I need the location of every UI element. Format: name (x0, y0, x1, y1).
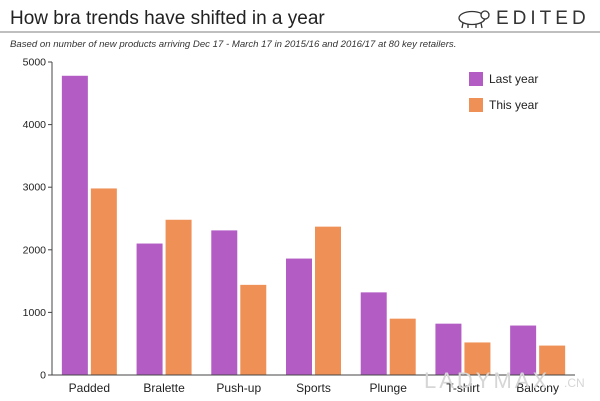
bar-this-year (464, 342, 491, 375)
watermark-text: LADYMAX (424, 368, 550, 393)
bar-this-year (90, 188, 117, 375)
bar-this-year (315, 226, 341, 375)
bar-group (435, 323, 491, 375)
bars (61, 75, 566, 375)
bar-group (286, 226, 341, 375)
bar-last-year (435, 323, 462, 375)
watermark: LADYMAX .CN (424, 368, 585, 393)
bar-group (136, 219, 192, 375)
y-tick-label: 4000 (23, 119, 47, 131)
y-axis: 0 1000 2000 3000 4000 5000 (23, 57, 53, 382)
chart-title: How bra trends have shifted in a year (10, 8, 325, 29)
legend-item: This year (469, 98, 538, 112)
brand-logo: EDITED (458, 8, 590, 29)
bar-this-year (165, 219, 192, 375)
y-tick-label: 5000 (23, 57, 47, 69)
bar-last-year (136, 243, 163, 375)
bar-group (360, 292, 416, 375)
chart-subtitle: Based on number of new products arriving… (10, 39, 456, 50)
bar-last-year (211, 230, 238, 375)
x-tick-label: Bralette (143, 381, 185, 395)
watermark-suffix: .CN (564, 376, 585, 390)
bar-last-year (286, 258, 312, 375)
legend-label: Last year (489, 72, 538, 86)
y-tick-label: 0 (40, 370, 46, 382)
bar-group (61, 75, 117, 375)
legend-swatch (469, 98, 483, 112)
x-tick-label: Push-up (216, 381, 261, 395)
bar-last-year (61, 75, 88, 375)
legend: Last year This year (469, 72, 538, 112)
x-tick-label: T-shirt (446, 381, 480, 395)
x-axis: Padded Bralette Push-up Sports Plunge T-shirt… (52, 374, 575, 395)
x-tick-label: Plunge (370, 381, 408, 395)
brand-name: EDITED (496, 8, 590, 29)
bar-this-year (240, 284, 267, 375)
polar-bear-icon (458, 10, 490, 29)
bar-group (211, 230, 267, 375)
x-tick-label: Sports (296, 381, 331, 395)
legend-item: Last year (469, 72, 538, 86)
bar-last-year (510, 325, 537, 375)
legend-label: This year (489, 98, 538, 112)
y-tick-label: 1000 (23, 307, 47, 319)
bar-this-year (389, 318, 416, 375)
bar-this-year (539, 345, 566, 375)
bar-group (510, 325, 566, 375)
bar-last-year (360, 292, 387, 375)
y-tick-label: 3000 (23, 182, 47, 194)
legend-swatch (469, 72, 483, 86)
y-tick-label: 2000 (23, 244, 47, 256)
x-tick-label: Padded (69, 381, 110, 395)
x-tick-label: Balcony (516, 381, 559, 395)
